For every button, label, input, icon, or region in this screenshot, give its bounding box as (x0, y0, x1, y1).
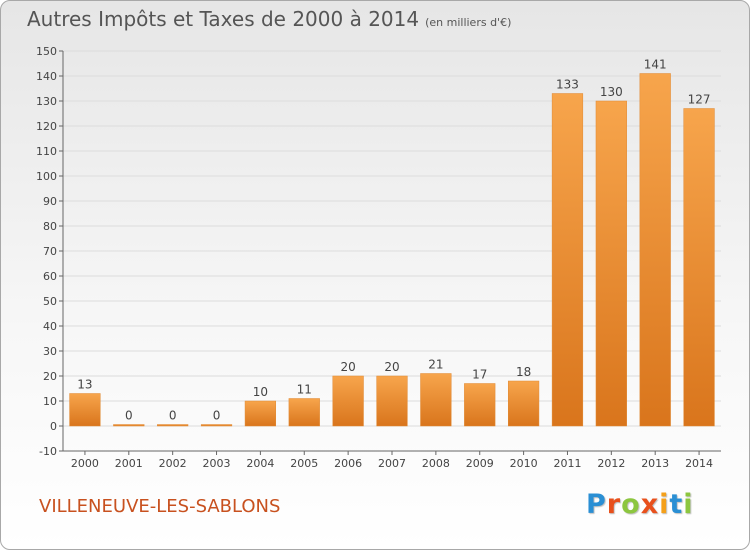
x-tick-label: 2013 (641, 457, 669, 470)
data-label: 0 (213, 409, 221, 423)
y-tick-label: 60 (43, 270, 57, 283)
data-label: 20 (340, 360, 355, 374)
y-tick-label: 20 (43, 370, 57, 383)
y-tick-label: 90 (43, 195, 57, 208)
y-tick-label: 0 (50, 420, 57, 433)
logo-letter: P (586, 489, 607, 520)
data-label: 21 (428, 358, 443, 372)
y-tick-label: 100 (36, 170, 57, 183)
chart-title: Autres Impôts et Taxes de 2000 à 2014 (en… (27, 7, 511, 31)
y-tick-label: -10 (39, 445, 57, 458)
data-label: 130 (600, 85, 623, 99)
logo-letter: i (683, 489, 694, 520)
bar-2014 (683, 108, 715, 427)
x-tick-label: 2001 (115, 457, 143, 470)
logo-letter: x (640, 489, 660, 520)
bar-2012 (595, 100, 627, 427)
labels: -100102030405060708090100110120130140150… (36, 45, 713, 470)
x-tick-label: 2011 (553, 457, 581, 470)
bar-2000 (69, 393, 101, 427)
x-tick-label: 2002 (159, 457, 187, 470)
data-label: 17 (472, 368, 487, 382)
bar-2003 (200, 424, 233, 427)
y-tick-label: 70 (43, 245, 57, 258)
bar-2008 (420, 373, 452, 427)
bar-2011 (551, 93, 584, 427)
y-tick-label: 10 (43, 395, 57, 408)
data-label: 133 (556, 78, 579, 92)
logo-letter: r (606, 489, 622, 520)
bar-2006 (332, 375, 364, 427)
data-label: 18 (516, 365, 531, 379)
bar-2010 (507, 380, 540, 427)
y-tick-label: 80 (43, 220, 57, 233)
data-label: 13 (77, 378, 92, 392)
logo-letter: i (659, 489, 670, 520)
y-tick-label: 130 (36, 95, 57, 108)
x-tick-label: 2012 (597, 457, 625, 470)
chart-unit: (en milliers d'€) (425, 16, 512, 29)
data-label: 127 (688, 93, 711, 107)
data-label: 11 (297, 383, 312, 397)
x-tick-label: 2008 (422, 457, 450, 470)
bar-2002 (157, 424, 189, 427)
y-tick-label: 30 (43, 345, 57, 358)
x-tick-label: 2004 (246, 457, 274, 470)
x-tick-label: 2007 (378, 457, 406, 470)
y-tick-label: 140 (36, 70, 57, 83)
bar-2004 (244, 400, 277, 427)
bars (69, 73, 715, 427)
logo-letter: o (621, 489, 641, 520)
x-tick-label: 2000 (71, 457, 99, 470)
y-tick-label: 110 (36, 145, 57, 158)
data-label: 141 (644, 58, 667, 72)
x-tick-label: 2014 (685, 457, 713, 470)
commune-name: VILLENEUVE-LES-SABLONS (39, 496, 281, 517)
bar-2009 (464, 383, 496, 427)
proxiti-logo[interactable]: Proxiti (586, 489, 694, 520)
bar-2001 (113, 424, 145, 427)
data-label: 20 (384, 360, 399, 374)
chart-title-text: Autres Impôts et Taxes de 2000 à 2014 (27, 7, 420, 31)
x-tick-label: 2009 (466, 457, 494, 470)
logo-letter: t (669, 489, 684, 520)
data-label: 0 (169, 409, 177, 423)
x-tick-label: 2006 (334, 457, 362, 470)
data-label: 0 (125, 409, 133, 423)
axes (59, 50, 721, 455)
data-label: 10 (253, 385, 268, 399)
bar-2013 (639, 73, 671, 427)
y-tick-label: 50 (43, 295, 57, 308)
bar-2005 (288, 398, 320, 427)
y-tick-label: 40 (43, 320, 57, 333)
y-tick-label: 150 (36, 45, 57, 58)
x-tick-label: 2003 (203, 457, 231, 470)
x-tick-label: 2010 (510, 457, 538, 470)
y-tick-label: 120 (36, 120, 57, 133)
bar-2007 (376, 375, 408, 427)
x-tick-label: 2005 (290, 457, 318, 470)
